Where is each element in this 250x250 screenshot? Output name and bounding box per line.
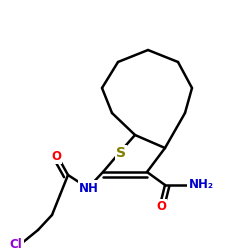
Text: O: O	[51, 150, 61, 162]
Text: NH: NH	[79, 182, 99, 194]
Text: Cl: Cl	[10, 238, 22, 250]
Text: S: S	[116, 146, 126, 160]
Text: O: O	[156, 200, 166, 213]
Text: NH₂: NH₂	[188, 178, 214, 192]
